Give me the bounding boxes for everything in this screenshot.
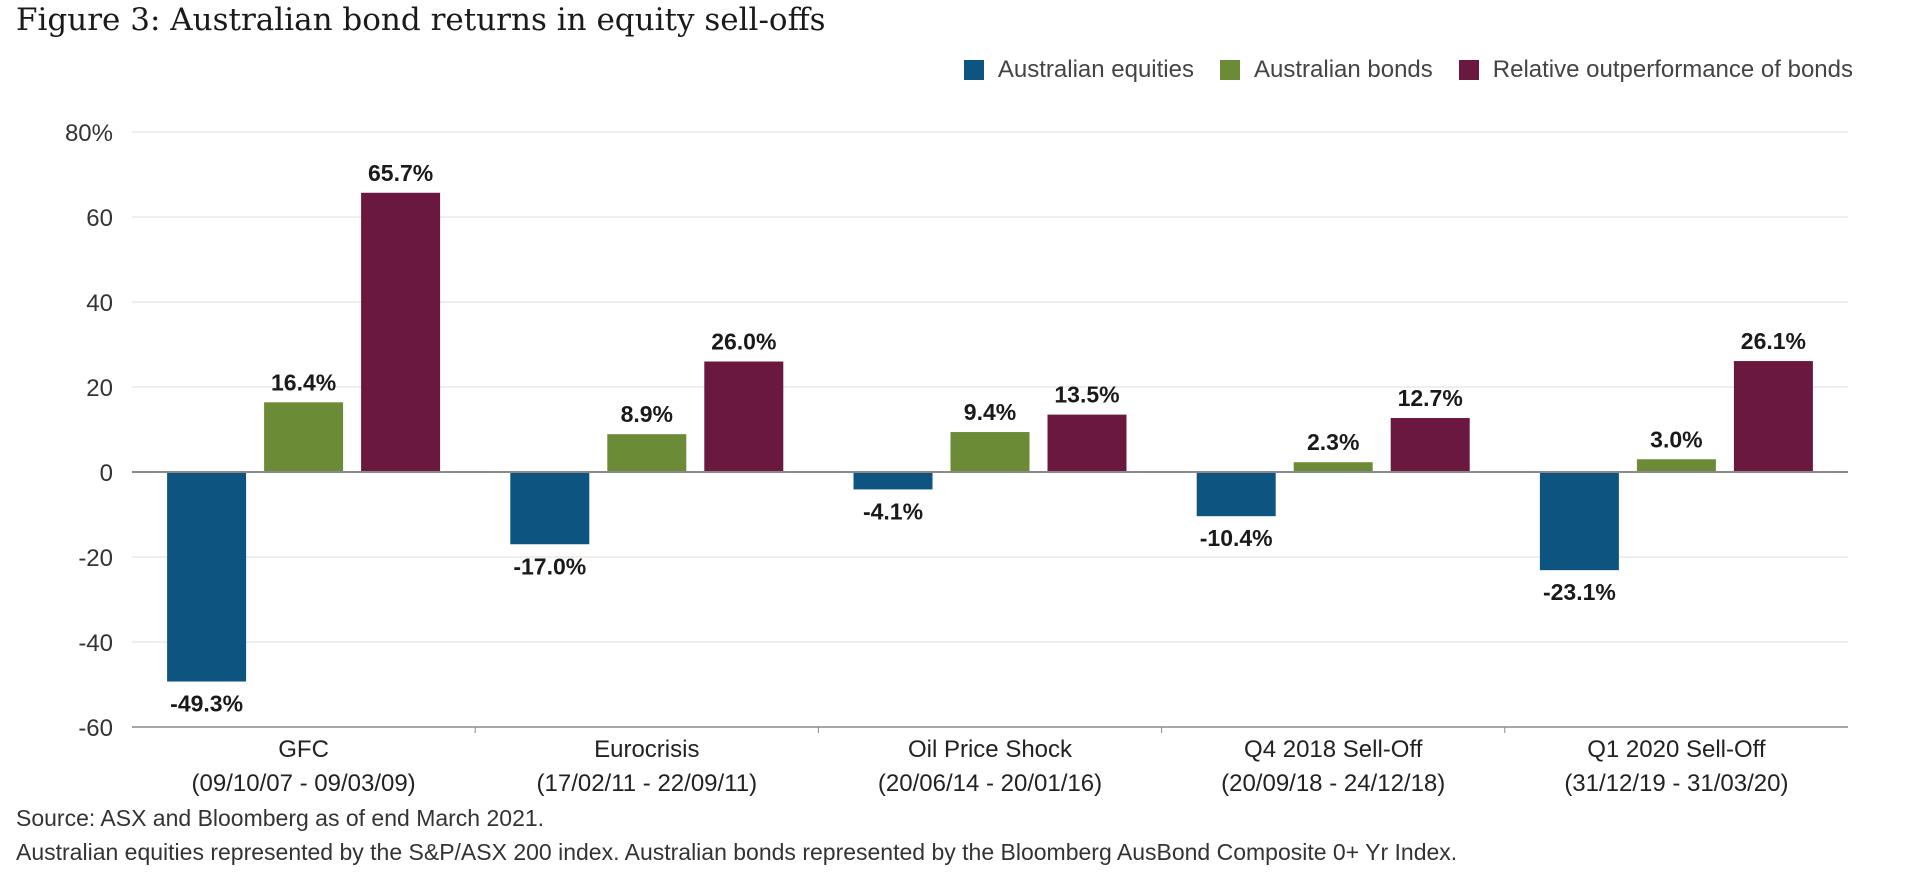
y-tick-label: 80% xyxy=(65,120,113,147)
x-tick-date-range: (17/02/11 - 22/09/11) xyxy=(537,770,758,797)
source-note: Source: ASX and Bloomberg as of end Marc… xyxy=(16,805,545,831)
bar-australian-bonds xyxy=(264,402,344,472)
data-label: -4.1% xyxy=(863,498,923,524)
x-tick-label: Q4 2018 Sell-Off xyxy=(1244,736,1423,763)
bar-relative-outperformance-of-bonds xyxy=(1047,414,1127,472)
x-tick-label: Eurocrisis xyxy=(594,736,699,763)
data-label: -10.4% xyxy=(1200,525,1273,551)
bar-relative-outperformance-of-bonds xyxy=(1390,418,1470,472)
legend-item-equities: Australian equities xyxy=(963,56,1194,84)
y-tick-label: 60 xyxy=(86,205,113,232)
y-tick-label: -40 xyxy=(78,630,113,657)
bar-australian-equities xyxy=(1196,472,1276,517)
x-tick-date-range: (20/06/14 - 20/01/16) xyxy=(878,770,1102,797)
y-tick-label: -20 xyxy=(78,545,113,572)
x-tick-label: Oil Price Shock xyxy=(908,736,1073,763)
legend-label-outperformance: Relative outperformance of bonds xyxy=(1492,56,1853,83)
bar-relative-outperformance-of-bonds xyxy=(1733,361,1813,472)
data-label: 8.9% xyxy=(621,401,673,427)
bar-australian-equities xyxy=(167,472,247,682)
bar-australian-equities xyxy=(853,472,933,490)
y-tick-label: 40 xyxy=(86,290,113,317)
data-label: -17.0% xyxy=(513,553,586,579)
y-tick-label: 20 xyxy=(86,375,113,402)
data-label: 65.7% xyxy=(368,160,433,186)
legend-label-bonds: Australian bonds xyxy=(1254,56,1433,83)
data-label: 13.5% xyxy=(1054,382,1119,408)
x-tick-label: Q1 2020 Sell-Off xyxy=(1587,736,1766,763)
bar-australian-equities xyxy=(1539,472,1619,571)
legend-swatch-equities xyxy=(963,60,984,80)
legend-item-outperformance: Relative outperformance of bonds xyxy=(1458,56,1853,84)
bar-australian-equities xyxy=(510,472,590,545)
legend-swatch-outperformance xyxy=(1458,60,1479,80)
y-tick-label: -60 xyxy=(78,715,113,742)
y-tick-label: 0 xyxy=(100,460,113,487)
bar-australian-bonds xyxy=(950,432,1030,472)
legend-swatch-bonds xyxy=(1220,60,1240,80)
x-tick-date-range: (20/09/18 - 24/12/18) xyxy=(1221,770,1445,797)
data-label: 2.3% xyxy=(1307,429,1359,455)
data-label: -49.3% xyxy=(170,691,243,717)
data-label: -23.1% xyxy=(1543,579,1616,605)
data-label: 3.0% xyxy=(1650,426,1702,452)
chart-title: Figure 3: Australian bond returns in equ… xyxy=(16,2,826,38)
data-label: 9.4% xyxy=(964,399,1016,425)
bar-australian-bonds xyxy=(607,434,687,472)
data-label: 26.0% xyxy=(711,329,776,355)
legend-item-bonds: Australian bonds xyxy=(1220,56,1433,84)
bar-relative-outperformance-of-bonds xyxy=(704,361,784,472)
x-tick-date-range: (09/10/07 - 09/03/09) xyxy=(192,770,416,797)
legend-label-equities: Australian equities xyxy=(997,56,1194,83)
data-label: 16.4% xyxy=(271,369,336,395)
x-tick-label: GFC xyxy=(278,736,329,763)
data-label: 26.1% xyxy=(1741,328,1806,354)
bar-relative-outperformance-of-bonds xyxy=(361,192,441,472)
bar-australian-bonds xyxy=(1636,459,1716,472)
x-tick-date-range: (31/12/19 - 31/03/20) xyxy=(1564,770,1788,797)
data-label: 12.7% xyxy=(1398,385,1463,411)
bar-australian-bonds xyxy=(1293,462,1373,472)
index-note: Australian equities represented by the S… xyxy=(16,839,1458,865)
legend: Australian equities Australian bonds Rel… xyxy=(963,56,1853,84)
